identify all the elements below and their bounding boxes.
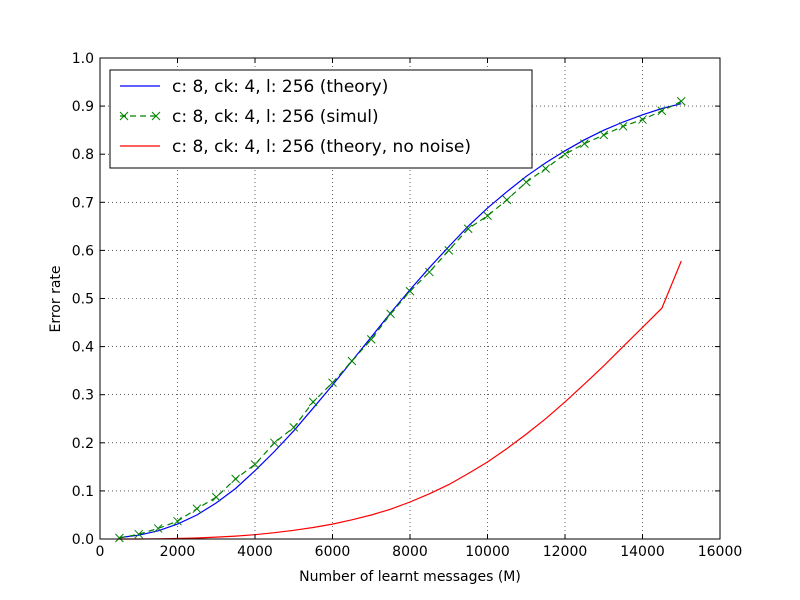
series-2-point [250, 460, 260, 469]
series-2-point [308, 397, 318, 407]
series-2-point [599, 130, 609, 140]
series-2-point [366, 335, 376, 344]
x-tick-label: 8000 [392, 544, 428, 560]
legend-marker [151, 111, 161, 121]
series-2-point [386, 309, 395, 319]
series-2-point [289, 423, 299, 432]
series-2-point [192, 504, 202, 514]
x-tick-label: 16000 [698, 544, 743, 560]
x-axis-label: Number of learnt messages (M) [299, 569, 521, 585]
x-tick-label: 10000 [465, 544, 510, 560]
legend-box [109, 69, 533, 169]
y-tick-label: 0.3 [72, 388, 94, 404]
series-2-point [347, 356, 357, 366]
series-2-point [541, 164, 550, 173]
series-2-point [231, 474, 240, 484]
series-2-point [502, 195, 512, 205]
series-2-point [676, 96, 686, 106]
legend-marker [119, 111, 129, 121]
y-tick-label: 0.0 [72, 532, 94, 548]
series-2-point [580, 139, 589, 148]
series-2-point [173, 516, 182, 526]
y-tick-label: 0.4 [72, 340, 94, 356]
legend: c: 8, ck: 4, l: 256 (theory) c: 8, ck: 4,… [109, 69, 533, 169]
series-2-point [444, 246, 454, 255]
legend-label-2: c: 8, ck: 4, l: 256 (simul) [172, 107, 379, 127]
y-axis-label: Error rate [48, 265, 64, 332]
x-tick-label: 4000 [237, 544, 273, 560]
series-2-point [270, 438, 279, 448]
y-tick-label: 0.9 [72, 99, 94, 115]
legend-label-3: c: 8, ck: 4, l: 256 (theory, no noise) [172, 137, 471, 157]
series-2-point [560, 149, 570, 159]
y-tick-label: 0.7 [72, 195, 94, 211]
series-2-point [153, 524, 163, 533]
series-2-point [405, 286, 415, 296]
series-lines [115, 96, 686, 543]
y-tick-label: 0.5 [72, 292, 94, 308]
series-2-point [134, 529, 144, 539]
series-line-2 [119, 100, 682, 539]
x-tick-label: 12000 [543, 544, 588, 560]
y-tick-label: 0.8 [72, 147, 94, 163]
series-2-point [638, 115, 647, 124]
x-tick-label: 6000 [315, 544, 351, 560]
series-2-point [521, 177, 531, 187]
series-2-point [657, 106, 667, 116]
x-tick-label: 14000 [620, 544, 665, 560]
y-tick-label: 1.0 [72, 51, 94, 67]
y-tick-label: 0.6 [72, 243, 94, 259]
series-2-point [618, 121, 628, 131]
y-tick-label: 0.1 [72, 484, 94, 500]
series-2-point [211, 492, 221, 502]
series-line-3 [119, 260, 682, 540]
legend-label-1: c: 8, ck: 4, l: 256 (theory) [172, 77, 388, 97]
axis-ticks: 0 2000 4000 6000 8000 10000 12000 14000 16000 0.0… [72, 51, 743, 560]
series-2-point [425, 267, 434, 277]
x-tick-label: 0 [96, 544, 105, 560]
series-2-point [115, 533, 124, 543]
series-2-point [483, 211, 492, 221]
x-tick-label: 2000 [160, 544, 196, 560]
series-line-1 [119, 103, 682, 539]
series-2-point [328, 378, 337, 388]
y-tick-label: 0.2 [72, 436, 94, 452]
series-2-point [463, 224, 473, 234]
